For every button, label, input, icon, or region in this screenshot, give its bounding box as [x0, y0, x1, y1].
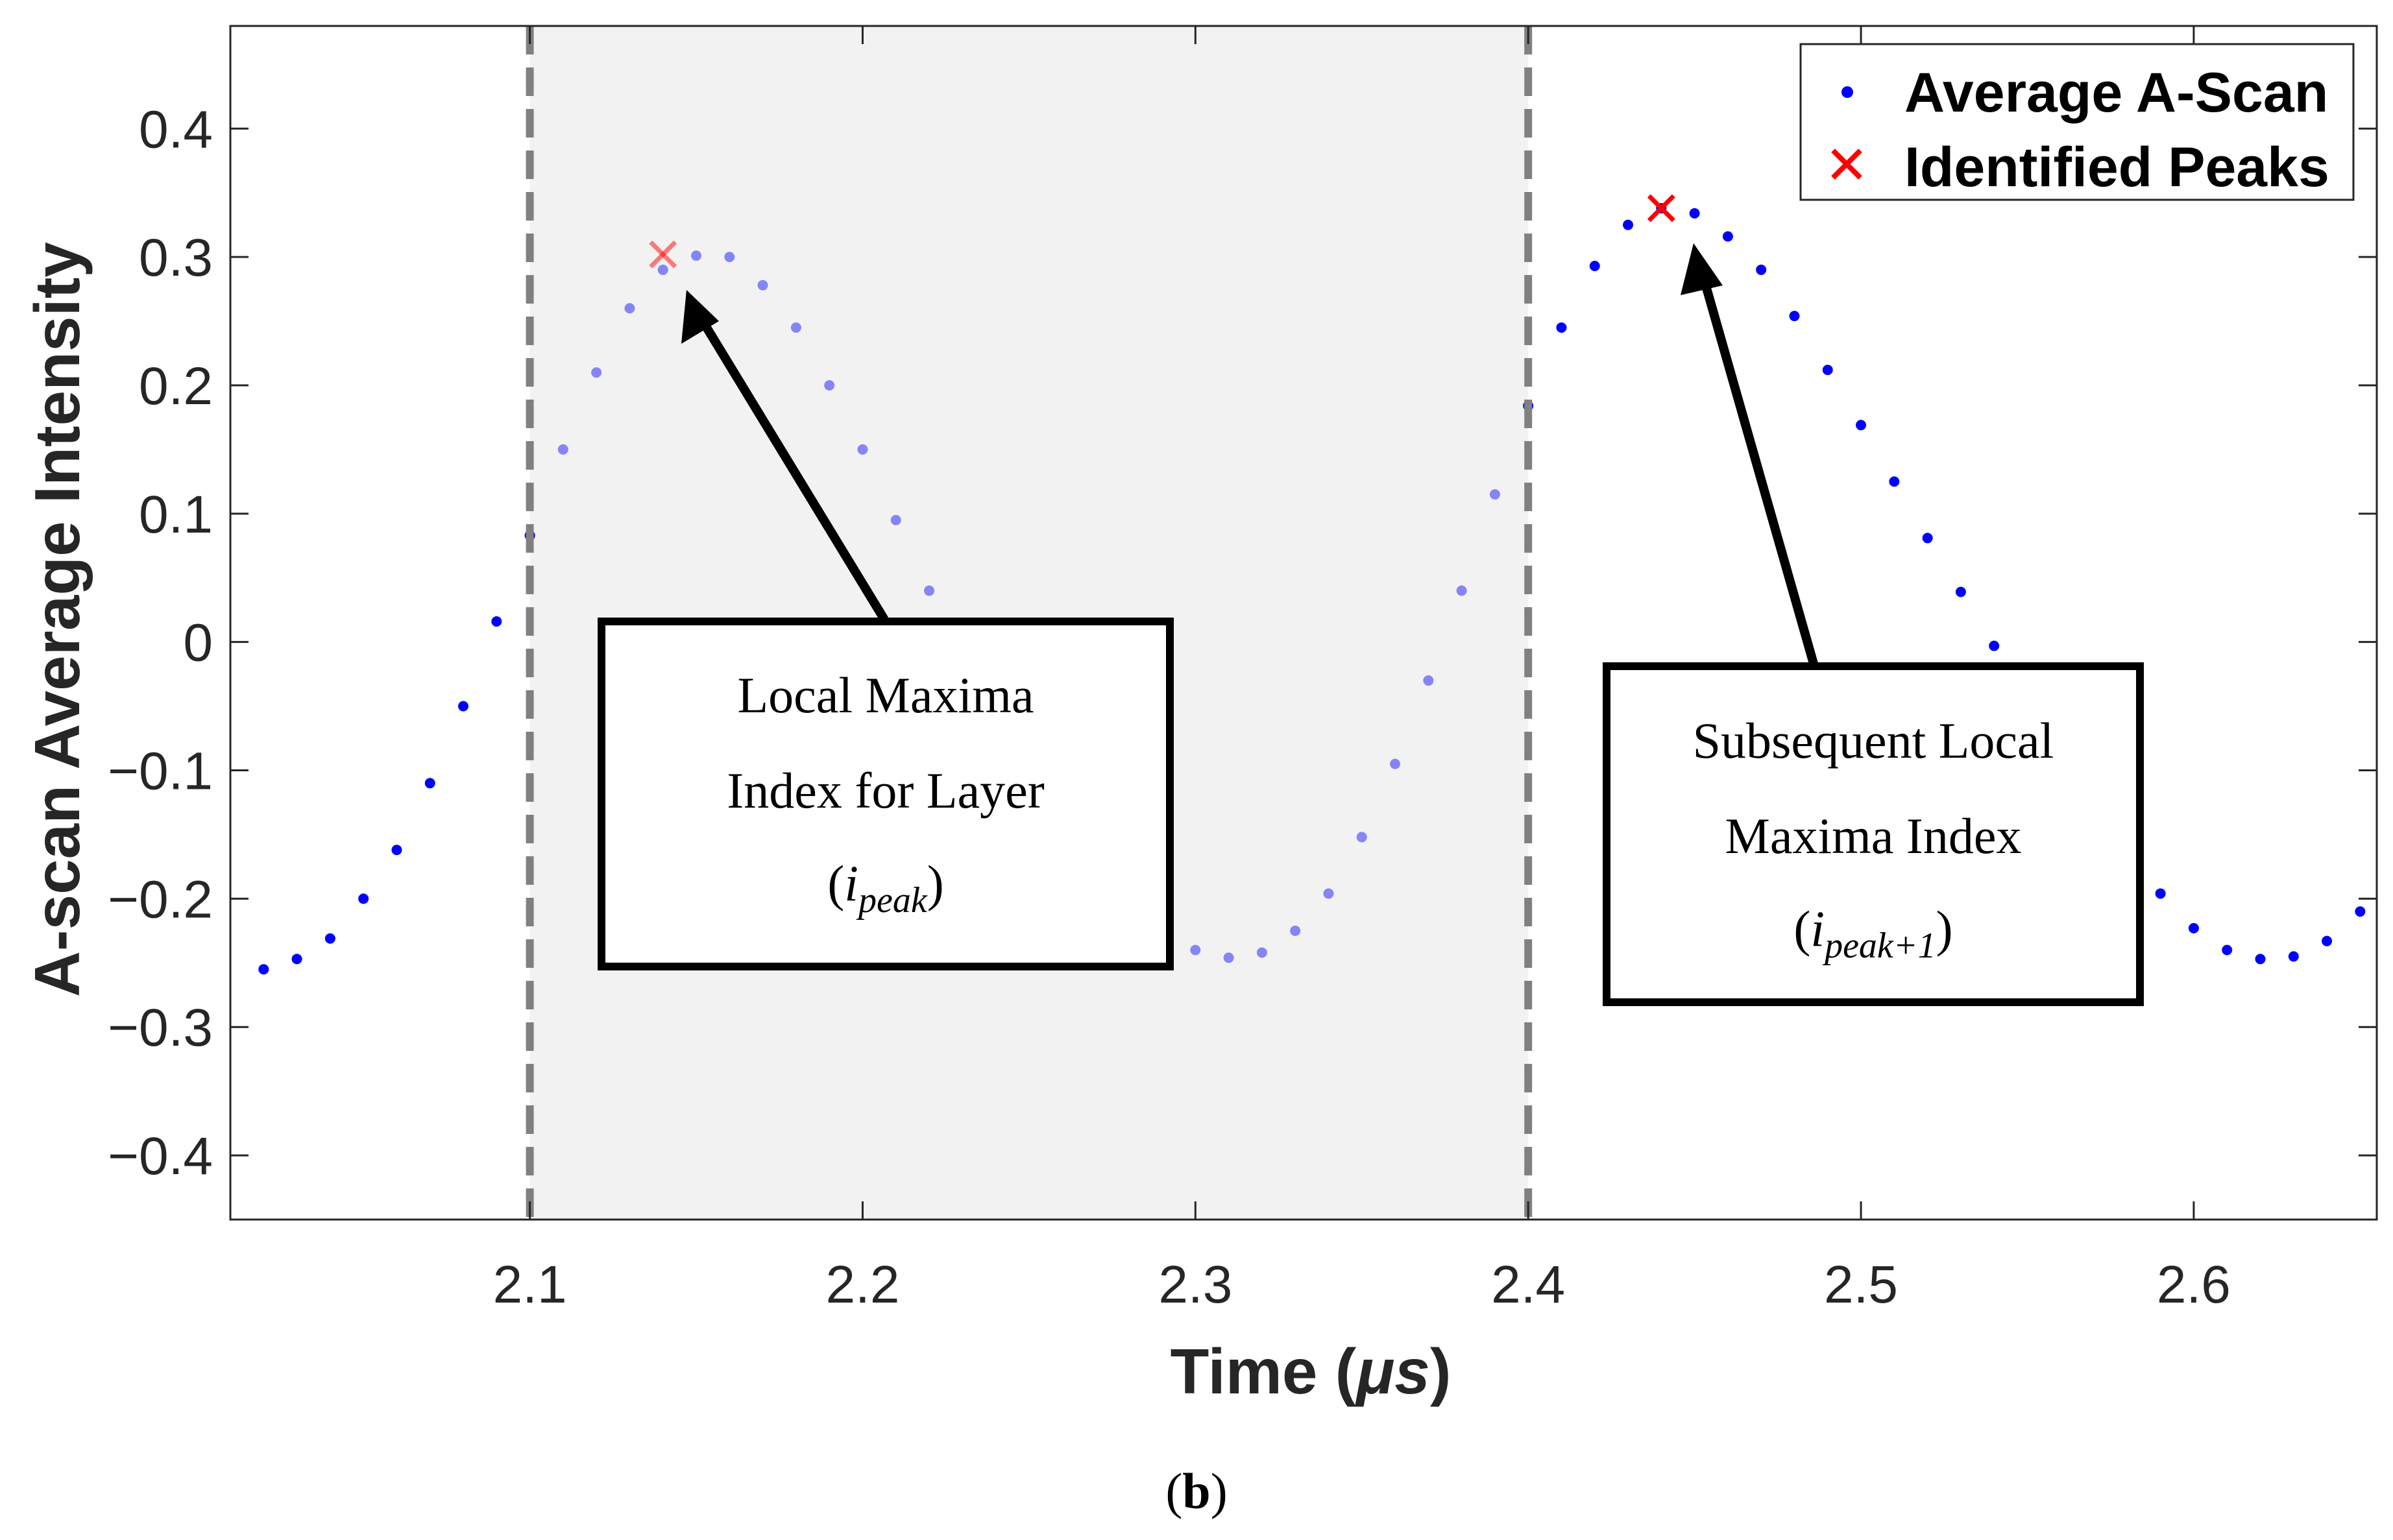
annotation-line-2: Index for Layer	[727, 762, 1044, 819]
data-point	[2322, 935, 2333, 946]
y-tick-label: 0.2	[139, 357, 213, 416]
y-tick-label: 0.1	[139, 485, 213, 544]
x-tick-label: 2.4	[1491, 1255, 1565, 1314]
annotation-arrow-shaft	[1699, 278, 1818, 665]
y-tick-label: −0.4	[108, 1127, 213, 1186]
x-tick-label: 2.6	[2157, 1255, 2231, 1314]
data-point	[824, 379, 835, 391]
data-point	[358, 893, 369, 904]
data-point	[790, 322, 801, 333]
data-point	[1689, 208, 1700, 219]
legend-label-average-a-scan: Average A-Scan	[1904, 62, 2328, 124]
annotation-line-1: Subsequent Local	[1693, 712, 2054, 769]
annotation-math: (ipeak)	[827, 855, 943, 920]
data-point	[2355, 906, 2366, 917]
annotation-local-maxima: Local Maxima Index for Layer (ipeak)	[598, 290, 1174, 970]
data-point	[924, 585, 935, 596]
figure-caption: (b)	[1165, 1463, 1227, 1519]
annotation-box	[1603, 662, 2144, 1006]
data-point	[1323, 888, 1334, 899]
data-point	[857, 444, 868, 455]
data-point	[491, 616, 502, 627]
y-tick-label: −0.3	[108, 998, 213, 1057]
y-tick-label: 0.3	[139, 228, 213, 287]
data-point	[1789, 311, 1800, 322]
data-point	[1223, 952, 1234, 963]
peak-marker	[1647, 194, 1675, 223]
x-tick-label: 2.5	[1824, 1255, 1898, 1314]
data-point	[1889, 476, 1900, 487]
data-point	[1190, 944, 1201, 956]
annotation-math: (ipeak+1)	[1793, 900, 1952, 966]
x-tick-label: 2.3	[1158, 1255, 1232, 1314]
data-point	[1356, 832, 1367, 843]
annotation-arrowhead	[1681, 243, 1723, 295]
data-point	[557, 444, 568, 455]
annotation-arrow-shaft	[699, 319, 888, 622]
data-point	[2255, 954, 2266, 965]
data-point	[1856, 420, 1867, 431]
data-point	[757, 280, 768, 291]
data-point	[1589, 260, 1600, 271]
data-point	[624, 303, 635, 314]
plot-frame	[229, 25, 2378, 1221]
y-tick-label: 0.4	[139, 100, 213, 159]
data-point	[1989, 640, 2000, 651]
data-point	[458, 701, 469, 712]
data-point	[424, 778, 435, 789]
data-point	[391, 845, 402, 856]
data-point	[1822, 365, 1833, 376]
x-tick-label: 2.2	[825, 1255, 899, 1314]
data-point	[1623, 219, 1634, 230]
data-point	[1756, 264, 1767, 275]
data-point	[1423, 675, 1434, 686]
y-tick-label: −0.2	[108, 870, 213, 929]
data-point	[1556, 322, 1567, 333]
x-axis-unit: μs	[1354, 1336, 1430, 1407]
peak-marker	[649, 240, 677, 269]
data-point	[1456, 585, 1467, 596]
axis-ticks: 2.1 2.2 2.3 2.4 2.5 2.6 0.4 0.3 0.2 0.1 0 −0.1 −0.2 −…	[108, 26, 2377, 1314]
y-tick-label: 0	[183, 614, 213, 673]
y-tick-label: −0.1	[108, 742, 213, 801]
data-point	[691, 250, 702, 261]
legend-label-identified-peaks: Identified Peaks	[1904, 136, 2329, 199]
data-point	[2288, 951, 2299, 962]
data-point	[890, 514, 901, 525]
data-point	[1489, 489, 1500, 500]
legend: Average A-Scan Identified Peaks	[1799, 43, 2355, 201]
data-point	[657, 264, 668, 275]
data-point	[2222, 944, 2233, 956]
data-point	[324, 933, 335, 944]
data-point	[724, 252, 735, 263]
data-points	[258, 194, 2366, 975]
data-point	[2188, 922, 2199, 933]
x-tick-label: 2.1	[493, 1255, 567, 1314]
legend-marker-average-a-scan	[1841, 86, 1853, 98]
data-point	[258, 964, 269, 975]
legend-marker-identified-peaks	[1831, 149, 1862, 180]
data-point	[1390, 758, 1401, 769]
data-point	[1722, 231, 1733, 242]
data-point	[1955, 586, 1966, 597]
data-point	[2155, 888, 2166, 899]
data-point	[591, 367, 602, 378]
annotation-box	[598, 618, 1174, 970]
data-point	[1256, 947, 1267, 958]
y-axis-title: A-scan Average Intensity	[21, 242, 93, 997]
annotation-line-2: Maxima Index	[1725, 808, 2021, 864]
data-point	[1922, 533, 1933, 544]
x-axis-title: Time (μs)	[1170, 1336, 1451, 1407]
annotation-arrowhead	[681, 290, 719, 344]
annotation-subsequent-maxima: Subsequent Local Maxima Index (ipeak+1)	[1603, 243, 2144, 1006]
annotation-line-1: Local Maxima	[738, 667, 1034, 723]
legend-box	[1799, 43, 2355, 201]
data-point	[291, 954, 302, 965]
data-point	[1290, 925, 1301, 936]
